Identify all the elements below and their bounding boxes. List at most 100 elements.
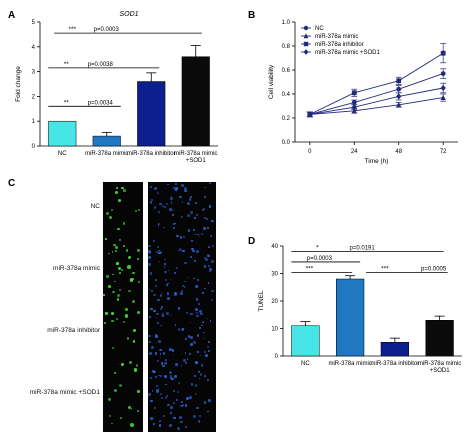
nucleus (148, 288, 151, 291)
tunel-positive-cell (127, 405, 132, 410)
tunel-positive-cell (117, 227, 121, 231)
nucleus (207, 227, 209, 230)
significance-stars: *** (306, 265, 314, 272)
nucleus (164, 358, 167, 361)
nucleus (191, 383, 194, 386)
tunel-positive-cell (130, 407, 133, 410)
data-point (440, 71, 446, 76)
tunel-positive-cell (132, 340, 136, 343)
nucleus (203, 265, 207, 268)
tunel-positive-cell (119, 289, 122, 292)
nucleus (204, 354, 208, 358)
bar (181, 56, 210, 147)
nucleus (195, 213, 199, 217)
nucleus (176, 187, 179, 190)
tunel-positive-cell (114, 245, 118, 249)
nucleus (209, 320, 212, 322)
nucleus (203, 208, 206, 211)
nucleus (207, 410, 209, 413)
nucleus (155, 384, 158, 387)
nucleus (162, 205, 165, 208)
y-tick-label: 0.8 (282, 44, 291, 50)
nucleus (198, 377, 201, 380)
tunel-positive-cell (131, 278, 134, 281)
nucleus (165, 394, 168, 398)
y-axis-label: Cell viability (268, 64, 275, 99)
y-axis-label: Fold change (15, 66, 22, 102)
nucleus (189, 255, 193, 258)
tunel-positive-cell (115, 186, 118, 190)
data-point (351, 104, 357, 111)
tunel-positive-cell (111, 312, 114, 315)
nucleus (192, 249, 195, 253)
nucleus (203, 217, 206, 220)
y-tick-label: 4 (32, 45, 36, 51)
p-value-label: p=0.0191 (350, 246, 376, 252)
nucleus (157, 222, 161, 225)
nucleus (190, 211, 193, 214)
nucleus (204, 350, 207, 353)
p-value-label: p=0.0038 (88, 62, 114, 68)
nucleus (174, 375, 177, 378)
data-point (307, 111, 313, 118)
tunel-positive-cell (122, 320, 125, 324)
tunel-positive-cell (118, 383, 122, 387)
x-tick-label: 24 (351, 149, 358, 155)
nucleus (156, 389, 159, 392)
nucleus (194, 217, 196, 219)
nucleus (210, 259, 214, 263)
nucleus (152, 240, 155, 243)
y-tick-label: 0.2 (282, 116, 291, 122)
nucleus (159, 202, 163, 206)
nucleus (177, 307, 181, 311)
nucleus (172, 389, 175, 392)
data-point (396, 101, 402, 108)
nucleus (184, 361, 187, 364)
data-point (440, 50, 446, 56)
nucleus (164, 206, 167, 209)
nucleus (161, 397, 163, 399)
nucleus (159, 251, 163, 255)
nucleus (185, 189, 188, 192)
micrograph-row-label: miR-378a inhibitor (47, 327, 100, 334)
x-tick-label: 72 (440, 149, 447, 155)
nucleus (182, 249, 185, 253)
tunel-positive-cell (126, 337, 130, 340)
nucleus (171, 210, 173, 212)
nucleus (173, 223, 175, 225)
y-tick-label: 5 (32, 20, 36, 26)
series-line (309, 97, 444, 115)
category-label: miR-378a mimic (85, 151, 128, 157)
tunel-positive-cell (122, 222, 126, 225)
y-tick-label: 1 (32, 119, 36, 125)
tunel-positive-cell (106, 275, 109, 278)
nucleus (192, 414, 196, 418)
data-point (440, 84, 446, 92)
nucleus (169, 370, 172, 374)
nucleus (194, 233, 197, 235)
nucleus (172, 187, 175, 190)
nucleus (196, 312, 198, 314)
nucleus (176, 234, 179, 238)
y-tick-label: 0.6 (282, 68, 291, 74)
nucleus (200, 312, 203, 316)
category-label: NC (301, 361, 310, 367)
nucleus (158, 424, 162, 427)
nucleus (156, 312, 159, 316)
nucleus (174, 292, 177, 295)
nucleus (190, 239, 193, 242)
nucleus (181, 200, 184, 203)
series-line (309, 73, 444, 115)
nucleus (184, 286, 186, 288)
nucleus (169, 348, 172, 351)
nucleus (163, 226, 165, 229)
nucleus (203, 331, 205, 334)
category-label: miR-378a mimic (174, 151, 217, 157)
panel-letter-a: A (8, 10, 15, 21)
bar (291, 325, 320, 357)
nucleus (177, 327, 181, 331)
nucleus (176, 391, 179, 394)
nucleus (150, 186, 152, 189)
nucleus (187, 229, 191, 233)
